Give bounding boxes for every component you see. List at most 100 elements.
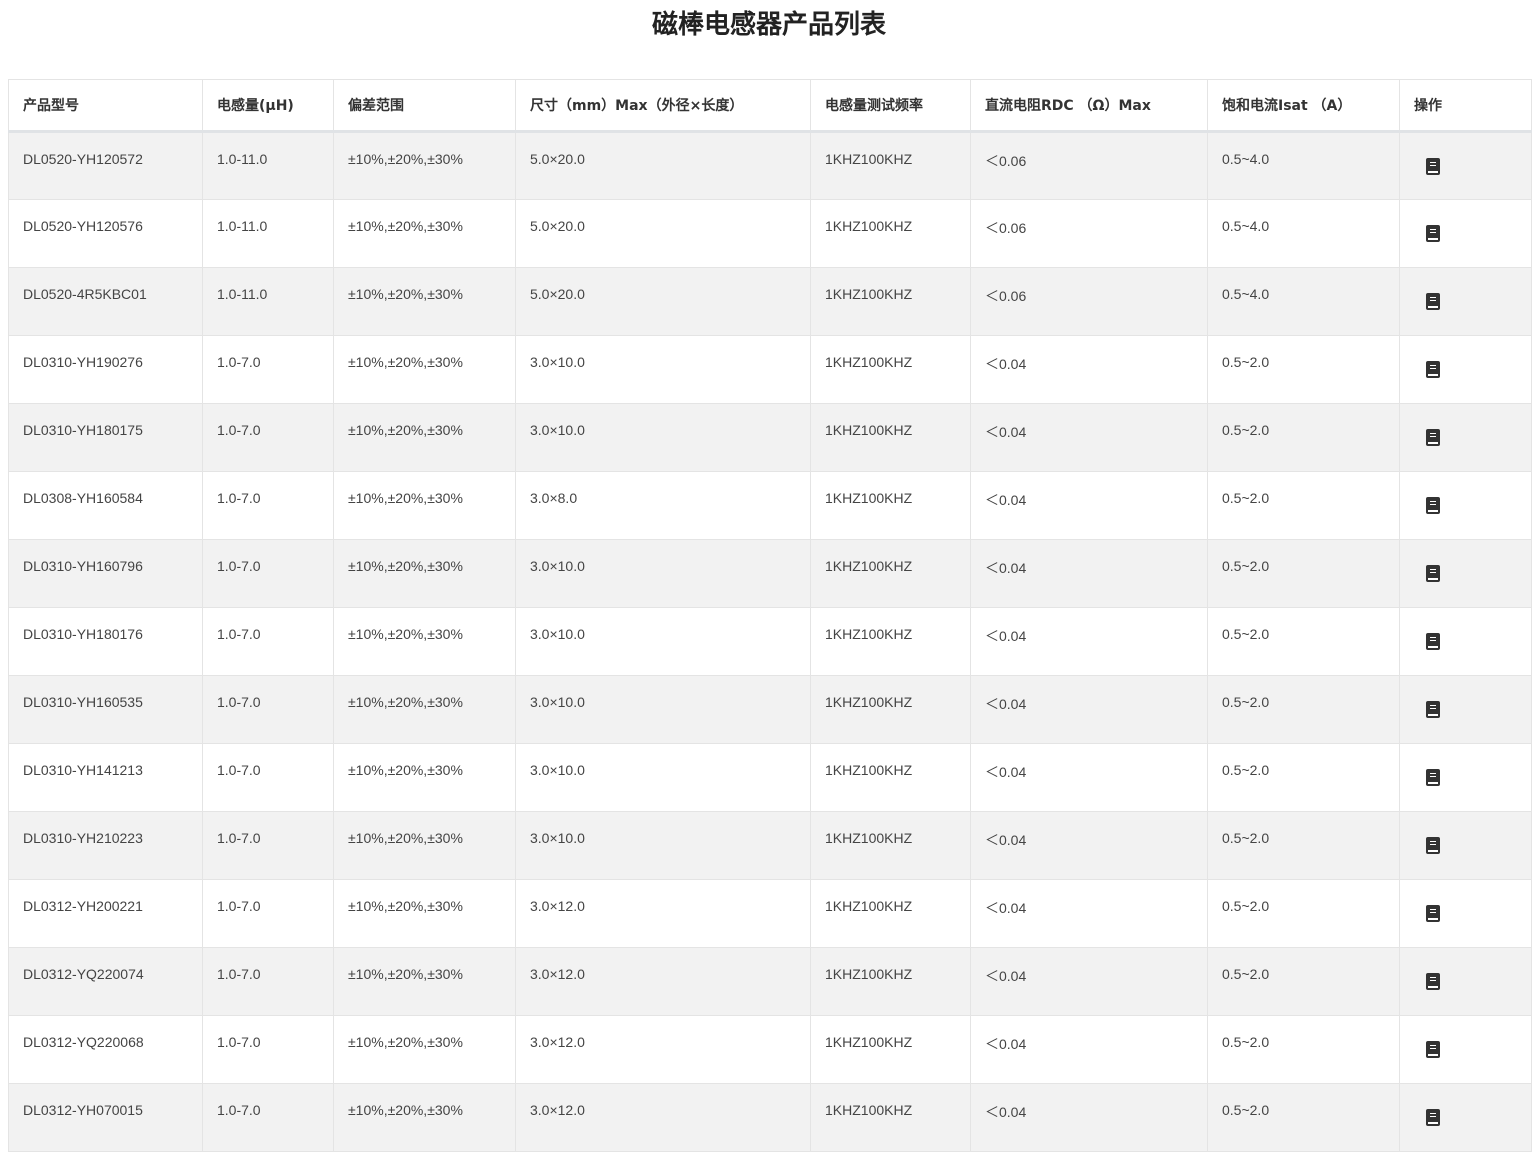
book-icon[interactable] <box>1426 497 1440 514</box>
table-row: DL0310-YH160535 1.0-7.0 ±10%,±20%,±30% 3.0×… <box>8 675 1532 744</box>
cell-rdc: ＜0.04 <box>970 675 1208 744</box>
cell-rdc: ＜0.04 <box>970 539 1208 608</box>
column-header-size: 尺寸（mm）Max（外径×长度） <box>515 79 811 133</box>
cell-test-frequency: 1KHZ100KHZ <box>810 947 971 1016</box>
cell-model: DL0310-YH180175 <box>8 403 203 472</box>
column-header-model: 产品型号 <box>8 79 203 133</box>
cell-test-frequency: 1KHZ100KHZ <box>810 131 971 200</box>
cell-action <box>1399 1015 1532 1084</box>
cell-size: 5.0×20.0 <box>515 267 811 336</box>
cell-inductance: 1.0-7.0 <box>202 403 334 472</box>
cell-tolerance: ±10%,±20%,±30% <box>333 539 516 608</box>
cell-isat: 0.5~2.0 <box>1207 471 1400 540</box>
table-header-row: 产品型号 电感量(μH) 偏差范围 尺寸（mm）Max（外径×长度） 电感量测试频率 直流… <box>8 79 1532 133</box>
cell-test-frequency: 1KHZ100KHZ <box>810 607 971 676</box>
cell-tolerance: ±10%,±20%,±30% <box>333 879 516 948</box>
cell-size: 3.0×8.0 <box>515 471 811 540</box>
cell-size: 3.0×10.0 <box>515 403 811 472</box>
cell-rdc: ＜0.04 <box>970 879 1208 948</box>
book-icon[interactable] <box>1426 769 1440 786</box>
book-icon[interactable] <box>1426 837 1440 854</box>
cell-isat: 0.5~4.0 <box>1207 199 1400 268</box>
cell-tolerance: ±10%,±20%,±30% <box>333 811 516 880</box>
cell-action <box>1399 403 1532 472</box>
cell-size: 3.0×10.0 <box>515 539 811 608</box>
cell-tolerance: ±10%,±20%,±30% <box>333 1015 516 1084</box>
column-header-test-frequency: 电感量测试频率 <box>810 79 971 133</box>
page-title: 磁棒电感器产品列表 <box>651 10 886 40</box>
book-icon[interactable] <box>1426 158 1440 175</box>
cell-inductance: 1.0-7.0 <box>202 743 334 812</box>
cell-rdc: ＜0.04 <box>970 1015 1208 1084</box>
cell-tolerance: ±10%,±20%,±30% <box>333 947 516 1016</box>
cell-model: DL0312-YQ220068 <box>8 1015 203 1084</box>
cell-isat: 0.5~2.0 <box>1207 879 1400 948</box>
book-icon[interactable] <box>1426 905 1440 922</box>
cell-model: DL0312-YH070015 <box>8 1083 203 1152</box>
cell-model: DL0312-YQ220074 <box>8 947 203 1016</box>
cell-action <box>1399 199 1532 268</box>
cell-rdc: ＜0.04 <box>970 947 1208 1016</box>
cell-tolerance: ±10%,±20%,±30% <box>333 607 516 676</box>
cell-tolerance: ±10%,±20%,±30% <box>333 1083 516 1152</box>
cell-rdc: ＜0.04 <box>970 335 1208 404</box>
cell-rdc: ＜0.04 <box>970 403 1208 472</box>
cell-model: DL0310-YH160796 <box>8 539 203 608</box>
cell-isat: 0.5~2.0 <box>1207 1015 1400 1084</box>
cell-model: DL0310-YH141213 <box>8 743 203 812</box>
cell-inductance: 1.0-7.0 <box>202 539 334 608</box>
cell-action <box>1399 811 1532 880</box>
cell-size: 5.0×20.0 <box>515 199 811 268</box>
book-icon[interactable] <box>1426 565 1440 582</box>
column-header-rdc: 直流电阻RDC （Ω）Max <box>970 79 1208 133</box>
cell-test-frequency: 1KHZ100KHZ <box>810 335 971 404</box>
cell-inductance: 1.0-7.0 <box>202 471 334 540</box>
cell-inductance: 1.0-11.0 <box>202 131 334 200</box>
cell-action <box>1399 539 1532 608</box>
cell-inductance: 1.0-7.0 <box>202 879 334 948</box>
cell-model: DL0520-YH120572 <box>8 131 203 200</box>
book-icon[interactable] <box>1426 293 1440 310</box>
cell-model: DL0312-YH200221 <box>8 879 203 948</box>
cell-inductance: 1.0-11.0 <box>202 267 334 336</box>
cell-isat: 0.5~4.0 <box>1207 267 1400 336</box>
cell-action <box>1399 675 1532 744</box>
cell-tolerance: ±10%,±20%,±30% <box>333 199 516 268</box>
cell-model: DL0310-YH190276 <box>8 335 203 404</box>
cell-rdc: ＜0.06 <box>970 267 1208 336</box>
book-icon[interactable] <box>1426 701 1440 718</box>
cell-model: DL0520-4R5KBC01 <box>8 267 203 336</box>
book-icon[interactable] <box>1426 1041 1440 1058</box>
cell-model: DL0520-YH120576 <box>8 199 203 268</box>
table-row: DL0310-YH190276 1.0-7.0 ±10%,±20%,±30% 3.0×… <box>8 335 1532 404</box>
cell-tolerance: ±10%,±20%,±30% <box>333 471 516 540</box>
cell-isat: 0.5~2.0 <box>1207 743 1400 812</box>
cell-inductance: 1.0-7.0 <box>202 335 334 404</box>
cell-test-frequency: 1KHZ100KHZ <box>810 1015 971 1084</box>
book-icon[interactable] <box>1426 633 1440 650</box>
cell-test-frequency: 1KHZ100KHZ <box>810 879 971 948</box>
book-icon[interactable] <box>1426 361 1440 378</box>
table-row: DL0312-YQ220074 1.0-7.0 ±10%,±20%,±30% 3.0×… <box>8 947 1532 1016</box>
cell-size: 3.0×12.0 <box>515 1015 811 1084</box>
cell-isat: 0.5~4.0 <box>1207 131 1400 200</box>
cell-size: 3.0×12.0 <box>515 879 811 948</box>
cell-test-frequency: 1KHZ100KHZ <box>810 743 971 812</box>
cell-isat: 0.5~2.0 <box>1207 1083 1400 1152</box>
cell-rdc: ＜0.04 <box>970 607 1208 676</box>
cell-action <box>1399 335 1532 404</box>
book-icon[interactable] <box>1426 973 1440 990</box>
cell-model: DL0308-YH160584 <box>8 471 203 540</box>
cell-test-frequency: 1KHZ100KHZ <box>810 675 971 744</box>
column-header-isat: 饱和电流Isat （A） <box>1207 79 1400 133</box>
column-header-tolerance: 偏差范围 <box>333 79 516 133</box>
book-icon[interactable] <box>1426 1109 1440 1126</box>
cell-action <box>1399 267 1532 336</box>
book-icon[interactable] <box>1426 429 1440 446</box>
table-row: DL0520-YH120572 1.0-11.0 ±10%,±20%,±30% 5.0… <box>8 131 1532 200</box>
cell-size: 3.0×10.0 <box>515 675 811 744</box>
cell-inductance: 1.0-7.0 <box>202 607 334 676</box>
book-icon[interactable] <box>1426 225 1440 242</box>
cell-tolerance: ±10%,±20%,±30% <box>333 335 516 404</box>
table-row: DL0312-YQ220068 1.0-7.0 ±10%,±20%,±30% 3.0×… <box>8 1015 1532 1084</box>
